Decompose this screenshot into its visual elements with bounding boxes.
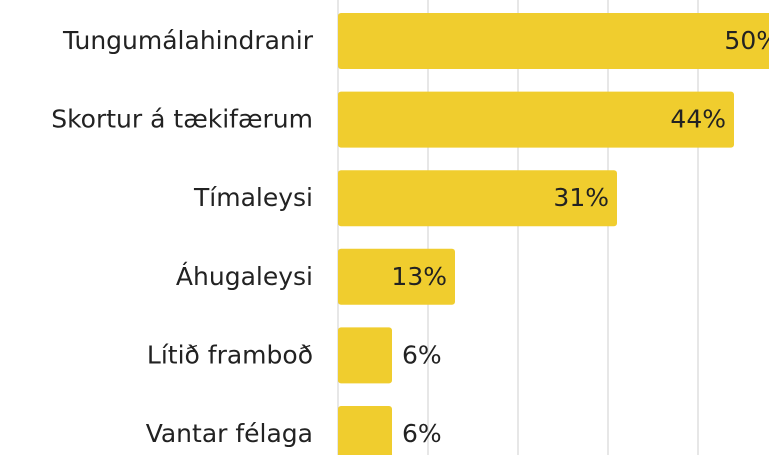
data-label: 13% (391, 262, 447, 291)
data-label: 44% (670, 105, 726, 134)
category-label: Lítið framboð (147, 340, 313, 369)
category-label: Tímaleysi (193, 183, 313, 212)
bar (338, 13, 769, 69)
bar (338, 170, 617, 227)
bars: Tungumálahindranir 50% Skortur á tækifærum… (51, 13, 769, 455)
category-label: Vantar félaga (146, 419, 313, 448)
data-label: 50% (724, 26, 769, 55)
category-label: Skortur á tækifærum (51, 105, 313, 134)
data-label: 6% (402, 419, 442, 448)
data-label: 6% (402, 340, 442, 369)
category-label: Tungumálahindranir (62, 26, 314, 55)
bar (338, 248, 455, 305)
data-label: 31% (553, 183, 609, 212)
bar (338, 327, 392, 384)
bar (338, 91, 734, 148)
bar (338, 406, 392, 455)
category-label: Áhugaleysi (176, 262, 313, 291)
